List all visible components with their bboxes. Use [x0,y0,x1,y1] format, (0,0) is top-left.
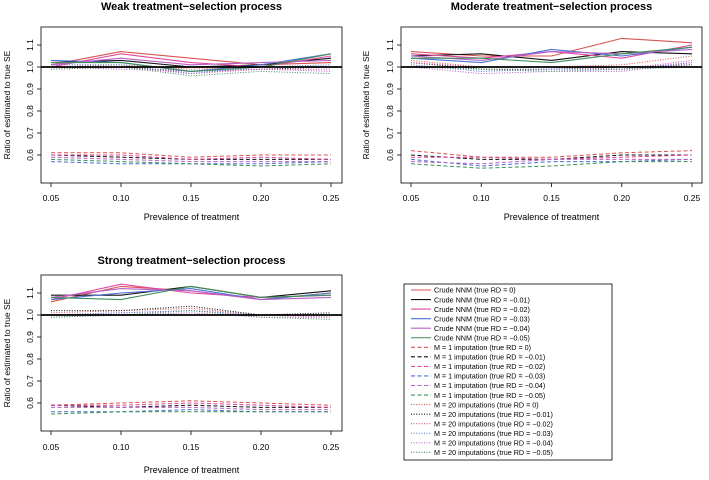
legend-label: M = 1 imputation (true RD = 0) [434,343,531,352]
y-axis-label: Ratio of estimated to true SE [2,50,12,159]
legend-label: M = 20 imputations (true RD = −0.01) [434,410,553,419]
plot-frame [40,26,343,184]
y-tick-label: 0.6 [25,149,35,161]
y-axis-label: Ratio of estimated to true SE [361,50,371,159]
series-line [50,411,331,415]
chart-title: Strong treatment−selection process [98,255,286,267]
x-tick-label: 0.05 [43,193,60,203]
chart-title: Weak treatment−selection process [101,1,282,13]
legend-label: M = 20 imputations (true RD = −0.02) [434,419,553,428]
legend-label: M = 1 imputation (true RD = −0.02) [434,362,545,371]
legend-label: M = 20 imputations (true RD = −0.03) [434,429,553,438]
panel-strong: Strong treatment−selection process 0.6 0.7… [2,255,343,475]
legend-label: M = 1 imputation (true RD = −0.04) [434,381,545,390]
legend: Crude NNM (true RD = 0)Crude NNM (true R… [403,283,613,461]
x-tick-label: 0.10 [473,193,490,203]
y-tick-label: 1.1 [25,39,35,51]
x-tick-label: 0.10 [113,442,130,452]
series-line [410,158,693,167]
x-axis-label: Prevalence of treatment [144,212,240,222]
y-tick-label: 0.7 [25,127,35,139]
series-line [50,288,332,301]
legend-label: Crude NNM (true RD = 0) [434,286,516,295]
legend-frame [403,283,613,461]
y-tick-label: 0.7 [385,127,395,139]
plot-frame [40,274,343,432]
y-tick-label: 1.0 [25,309,35,321]
x-tick-label: 0.05 [403,193,420,203]
y-tick-label: 0.7 [25,375,35,387]
series-line [51,53,332,72]
y-tick-label: 0.6 [25,397,35,409]
series-line [410,150,693,158]
legend-label: Crude NNM (true RD = −0.02) [434,305,530,314]
x-tick-label: 0.20 [613,193,630,203]
y-tick-label: 0.9 [25,83,35,95]
y-tick-label: 1.0 [25,61,35,73]
series-line [51,152,331,158]
panel-weak: Weak treatment−selection process 0.6 0.7 0.… [2,1,343,222]
series-line [50,158,332,167]
y-tick-label: 0.8 [385,105,395,117]
x-tick-label: 0.20 [253,193,270,203]
x-tick-label: 0.25 [323,193,340,203]
series-line [410,48,693,61]
x-axis-label: Prevalence of treatment [144,465,240,475]
y-tick-label: 1.1 [25,287,35,299]
series-line [51,409,331,413]
series-line [50,156,331,163]
series-line [50,51,332,66]
series-line [51,154,332,160]
series-line [50,57,332,66]
x-tick-label: 0.05 [43,442,60,452]
legend-label: Crude NNM (true RD = −0.05) [434,333,530,342]
series-line [411,46,693,64]
series-line [410,46,693,64]
x-tick-label: 0.15 [543,193,560,203]
y-tick-label: 0.8 [25,353,35,365]
y-tick-label: 0.8 [25,105,35,117]
legend-label: M = 20 imputations (true RD = 0) [434,400,539,409]
series-line [51,402,332,408]
series-line [410,158,692,165]
y-tick-label: 1.1 [385,39,395,51]
legend-label: Crude NNM (true RD = −0.01) [434,295,530,304]
y-tick-label: 0.9 [385,83,395,95]
series-line [411,154,693,160]
legend-label: M = 20 imputations (true RD = −0.04) [434,439,553,448]
legend-label: Crude NNM (true RD = −0.04) [434,324,530,333]
series-line [50,285,332,301]
y-tick-label: 1.0 [385,61,395,73]
legend-label: Crude NNM (true RD = −0.03) [434,314,530,323]
series-line [410,154,692,160]
series-line [51,406,331,411]
x-tick-label: 0.10 [113,193,130,203]
legend-label: M = 1 imputation (true RD = −0.01) [434,353,545,362]
y-axis-label: Ratio of estimated to true SE [2,298,12,407]
legend-label: M = 1 imputation (true RD = −0.03) [434,372,545,381]
series-line [50,404,331,408]
panel-moderate: Moderate treatment−selection process 0.6 0… [361,1,703,222]
x-tick-label: 0.25 [323,442,340,452]
x-axis-label: Prevalence of treatment [504,212,600,222]
series-line [50,288,332,301]
x-tick-label: 0.20 [253,442,270,452]
series-line [50,66,332,77]
series-line [410,66,693,72]
x-tick-label: 0.25 [684,193,701,203]
chart-title: Moderate treatment−selection process [451,1,652,13]
legend-label: M = 20 imputations (true RD = −0.05) [434,448,553,457]
series-line [410,161,692,169]
series-line [50,53,332,68]
series-line [50,400,332,406]
x-tick-label: 0.15 [183,193,200,203]
x-tick-label: 0.15 [183,442,200,452]
y-tick-label: 0.9 [25,331,35,343]
legend-label: M = 1 imputation (true RD = −0.05) [434,391,545,400]
y-tick-label: 0.6 [385,149,395,161]
